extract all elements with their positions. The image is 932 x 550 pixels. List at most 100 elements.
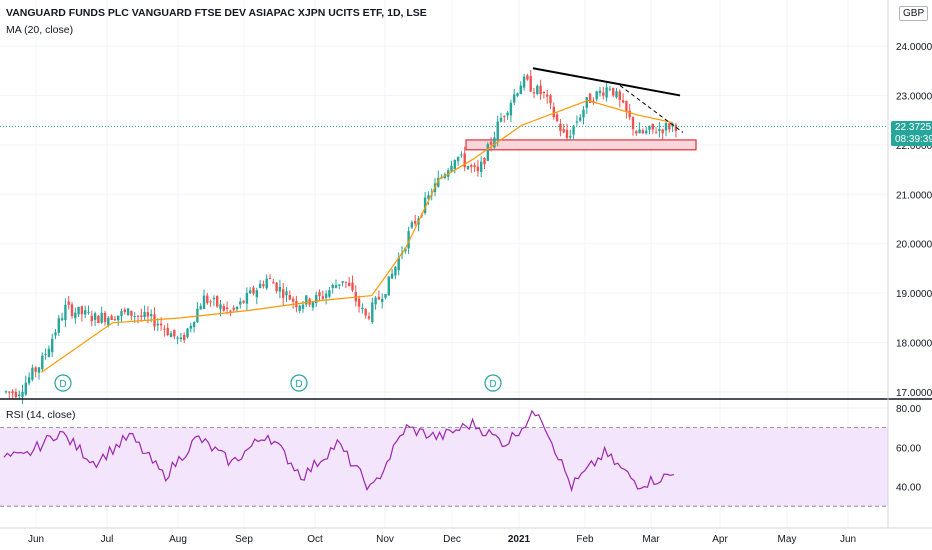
candle-body <box>258 283 262 288</box>
rsi-indicator-label[interactable]: RSI (14, close) <box>6 409 76 421</box>
candle-body <box>163 328 166 330</box>
candle-body <box>67 301 70 305</box>
candle-body <box>387 276 390 296</box>
candle-body <box>496 121 499 141</box>
candle-body <box>321 296 324 299</box>
candle-body <box>598 90 602 93</box>
candle-body <box>470 165 473 167</box>
candle-body <box>27 377 31 384</box>
candle-body <box>509 102 513 116</box>
candle-body <box>100 312 103 323</box>
time-tick-label: 2021 <box>508 534 531 545</box>
candle-body <box>140 315 143 317</box>
candle-body <box>489 141 493 145</box>
time-tick-label: Sep <box>235 534 253 545</box>
time-tick-label: Jul <box>101 534 114 545</box>
candle-body <box>648 126 651 130</box>
price-tick-label: 20.0000 <box>896 240 932 251</box>
candle-body <box>625 100 628 113</box>
candle-body <box>272 282 275 284</box>
candle-body <box>575 121 579 123</box>
candle-body <box>51 338 54 353</box>
ma-indicator-label[interactable]: MA (20, close) <box>6 24 74 36</box>
candle-body <box>480 161 483 173</box>
candle-body <box>453 160 456 170</box>
candle-body <box>390 273 394 279</box>
support-zone <box>465 139 697 151</box>
candle-body <box>456 156 460 162</box>
candle-body <box>466 166 470 170</box>
rsi-axis[interactable]: 80.00 60.00 40.00 <box>896 404 921 494</box>
candle-body <box>569 136 572 138</box>
candle-body <box>638 129 641 134</box>
candle-body <box>282 289 285 298</box>
time-tick-label: Oct <box>307 534 323 545</box>
dashed-trendline <box>619 85 684 133</box>
candle-body <box>93 313 97 320</box>
candle-body <box>549 95 552 104</box>
candle-body <box>44 354 47 356</box>
candle-body <box>239 301 242 305</box>
candle-body <box>288 294 291 300</box>
candle-body <box>146 312 150 317</box>
candle-body <box>31 367 34 380</box>
candle-body <box>381 299 384 303</box>
candle-body <box>486 144 489 161</box>
candle-body <box>612 87 615 96</box>
candle-body <box>404 248 407 252</box>
price-tick-label: 22.0000 <box>896 141 932 152</box>
time-tick-label: May <box>778 534 797 545</box>
candle-body <box>552 106 555 118</box>
currency-badge[interactable]: GBP <box>899 6 929 21</box>
support-zone-layer <box>465 139 697 151</box>
candle-body <box>192 321 196 328</box>
candle-body <box>460 154 463 156</box>
dividend-marker-label: D <box>295 379 302 390</box>
chart-title: VANGUARD FUNDS PLC VANGUARD FTSE DEV ASI… <box>6 7 427 19</box>
candle-body <box>562 129 565 133</box>
candle-body <box>483 158 486 165</box>
candle-body <box>232 307 235 310</box>
time-axis[interactable]: Jun Jul Aug Sep Oct Nov Dec 2021 Feb Mar Apr May Jun <box>28 534 856 545</box>
candle-body <box>305 295 308 305</box>
candle-body <box>315 294 318 304</box>
candle-body <box>608 88 612 90</box>
dividend-marker <box>290 374 308 392</box>
candle-body <box>235 306 239 310</box>
candle-body <box>166 328 169 335</box>
candle-body <box>423 197 427 214</box>
candle-body <box>503 116 506 118</box>
candle-body <box>275 282 278 292</box>
candle-body <box>255 290 258 297</box>
candle-body <box>572 125 575 135</box>
candle-body <box>331 284 334 289</box>
candle-body <box>37 367 41 373</box>
candle-body <box>4 391 8 393</box>
price-tick-label: 23.0000 <box>896 91 932 102</box>
price-tick-label: 24.0000 <box>896 42 932 53</box>
candle-body <box>582 109 585 118</box>
time-tick-label: Aug <box>169 534 187 545</box>
candle-body <box>169 333 173 338</box>
candle-body <box>245 292 249 304</box>
rsi-line <box>3 409 675 493</box>
rsi-band <box>0 427 888 507</box>
candle-body <box>268 277 272 279</box>
candle-body <box>57 318 60 333</box>
candle-body <box>407 231 410 249</box>
price-axis[interactable]: 17.0000 18.0000 19.0000 20.0000 21.0000 22.00… <box>896 42 932 399</box>
candle-body <box>136 315 140 317</box>
candle-body <box>357 298 361 307</box>
candle-body <box>384 293 387 298</box>
candle-body <box>199 306 202 310</box>
candle-body <box>34 367 37 372</box>
candle-body <box>24 382 27 395</box>
candle-body <box>318 292 321 297</box>
candle-body <box>344 281 348 283</box>
candle-body <box>588 93 592 103</box>
time-tick-label: Jun <box>840 534 856 545</box>
ma-20-line <box>41 99 673 373</box>
candle-body <box>641 130 645 134</box>
